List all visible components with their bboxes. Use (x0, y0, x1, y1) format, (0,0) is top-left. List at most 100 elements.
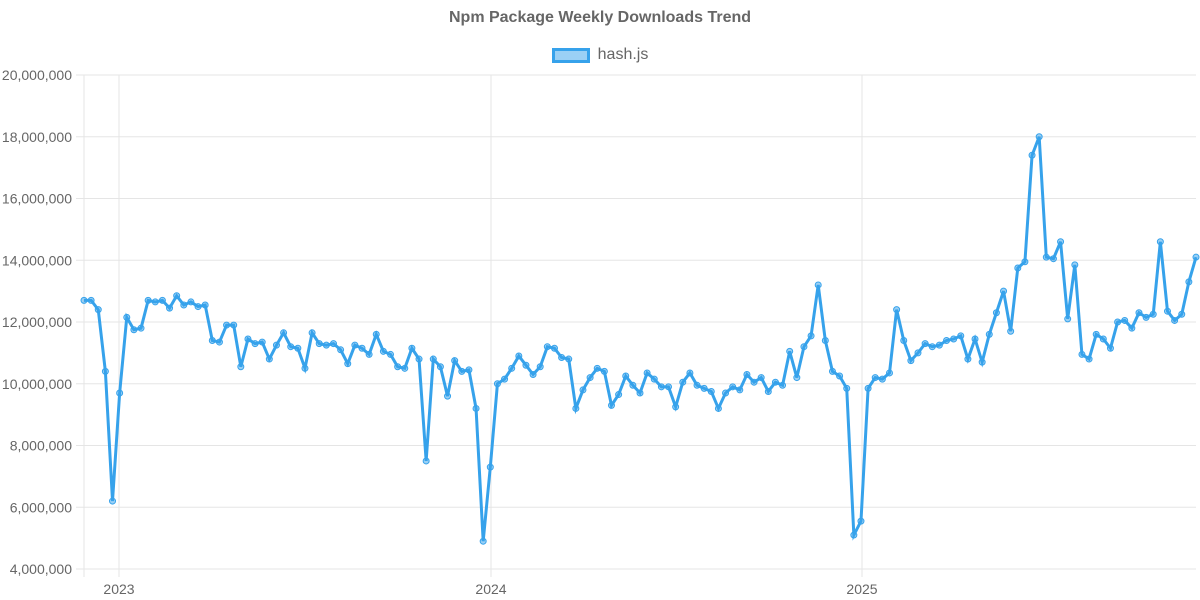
data-point[interactable] (479, 537, 487, 545)
data-point[interactable] (800, 343, 808, 351)
data-point[interactable] (1021, 258, 1029, 266)
data-point[interactable] (180, 301, 188, 309)
data-point[interactable] (1163, 307, 1171, 315)
data-point[interactable] (572, 404, 580, 412)
data-point[interactable] (515, 352, 523, 360)
data-point[interactable] (871, 374, 879, 382)
data-point[interactable] (700, 384, 708, 392)
data-point[interactable] (807, 332, 815, 340)
data-point[interactable] (757, 374, 765, 382)
data-point[interactable] (208, 337, 216, 345)
data-point[interactable] (472, 404, 480, 412)
data-point[interactable] (415, 355, 423, 363)
data-point[interactable] (565, 355, 573, 363)
data-point[interactable] (843, 384, 851, 392)
data-point[interactable] (1057, 238, 1065, 246)
data-point[interactable] (137, 324, 145, 332)
data-point[interactable] (729, 383, 737, 391)
data-point[interactable] (116, 389, 124, 397)
data-point[interactable] (379, 347, 387, 355)
data-point[interactable] (158, 296, 166, 304)
data-point[interactable] (230, 321, 238, 329)
data-point[interactable] (921, 340, 929, 348)
data-point[interactable] (458, 367, 466, 375)
data-point[interactable] (201, 301, 209, 309)
data-point[interactable] (1071, 261, 1079, 269)
data-point[interactable] (280, 329, 288, 337)
data-point[interactable] (622, 372, 630, 380)
data-point[interactable] (629, 381, 637, 389)
data-point[interactable] (258, 338, 266, 346)
data-point[interactable] (943, 337, 951, 345)
data-point[interactable] (586, 374, 594, 382)
data-point[interactable] (1171, 316, 1179, 324)
data-point[interactable] (408, 344, 416, 352)
data-point[interactable] (928, 343, 936, 351)
data-point[interactable] (821, 337, 829, 345)
data-point[interactable] (308, 329, 316, 337)
data-point[interactable] (529, 370, 537, 378)
data-point[interactable] (223, 321, 231, 329)
data-point[interactable] (486, 463, 494, 471)
data-point[interactable] (764, 387, 772, 395)
data-point[interactable] (743, 370, 751, 378)
data-point[interactable] (836, 372, 844, 380)
data-point[interactable] (94, 306, 102, 314)
data-point[interactable] (857, 517, 865, 525)
data-point[interactable] (657, 383, 665, 391)
data-point[interactable] (194, 303, 202, 311)
data-point[interactable] (251, 340, 259, 348)
data-point[interactable] (315, 340, 323, 348)
data-point[interactable] (394, 363, 402, 371)
data-point[interactable] (679, 378, 687, 386)
data-point[interactable] (864, 384, 872, 392)
data-point[interactable] (992, 309, 1000, 317)
data-point[interactable] (301, 364, 309, 372)
data-point[interactable] (166, 304, 174, 312)
data-point[interactable] (1035, 133, 1043, 141)
data-point[interactable] (1078, 350, 1086, 358)
data-point[interactable] (436, 363, 444, 371)
data-point[interactable] (87, 296, 95, 304)
data-point[interactable] (643, 369, 651, 377)
data-point[interactable] (1007, 327, 1015, 335)
data-point[interactable] (914, 349, 922, 357)
data-point[interactable] (144, 296, 152, 304)
data-point[interactable] (1014, 264, 1022, 272)
data-point[interactable] (665, 383, 673, 391)
data-point[interactable] (422, 457, 430, 465)
data-point[interactable] (935, 341, 943, 349)
data-point[interactable] (294, 344, 302, 352)
data-point[interactable] (714, 404, 722, 412)
data-point[interactable] (814, 281, 822, 289)
data-point[interactable] (1156, 238, 1164, 246)
data-point[interactable] (615, 391, 623, 399)
data-point[interactable] (101, 367, 109, 375)
data-point[interactable] (722, 389, 730, 397)
data-point[interactable] (365, 350, 373, 358)
data-point[interactable] (579, 386, 587, 394)
data-point[interactable] (1106, 344, 1114, 352)
data-point[interactable] (793, 374, 801, 382)
data-point[interactable] (522, 361, 530, 369)
data-point[interactable] (272, 341, 280, 349)
data-point[interactable] (971, 335, 979, 343)
data-point[interactable] (1149, 310, 1157, 318)
data-point[interactable] (536, 363, 544, 371)
data-point[interactable] (372, 330, 380, 338)
data-point[interactable] (636, 389, 644, 397)
data-point[interactable] (907, 357, 915, 365)
data-point[interactable] (736, 386, 744, 394)
data-point[interactable] (1114, 318, 1122, 326)
data-point[interactable] (686, 369, 694, 377)
data-point[interactable] (1064, 315, 1072, 323)
data-point[interactable] (1135, 309, 1143, 317)
data-point[interactable] (771, 378, 779, 386)
data-point[interactable] (1085, 355, 1093, 363)
data-point[interactable] (693, 381, 701, 389)
data-point[interactable] (1092, 330, 1100, 338)
data-point[interactable] (451, 357, 459, 365)
data-point[interactable] (786, 347, 794, 355)
data-point[interactable] (779, 381, 787, 389)
data-point[interactable] (1042, 253, 1050, 261)
